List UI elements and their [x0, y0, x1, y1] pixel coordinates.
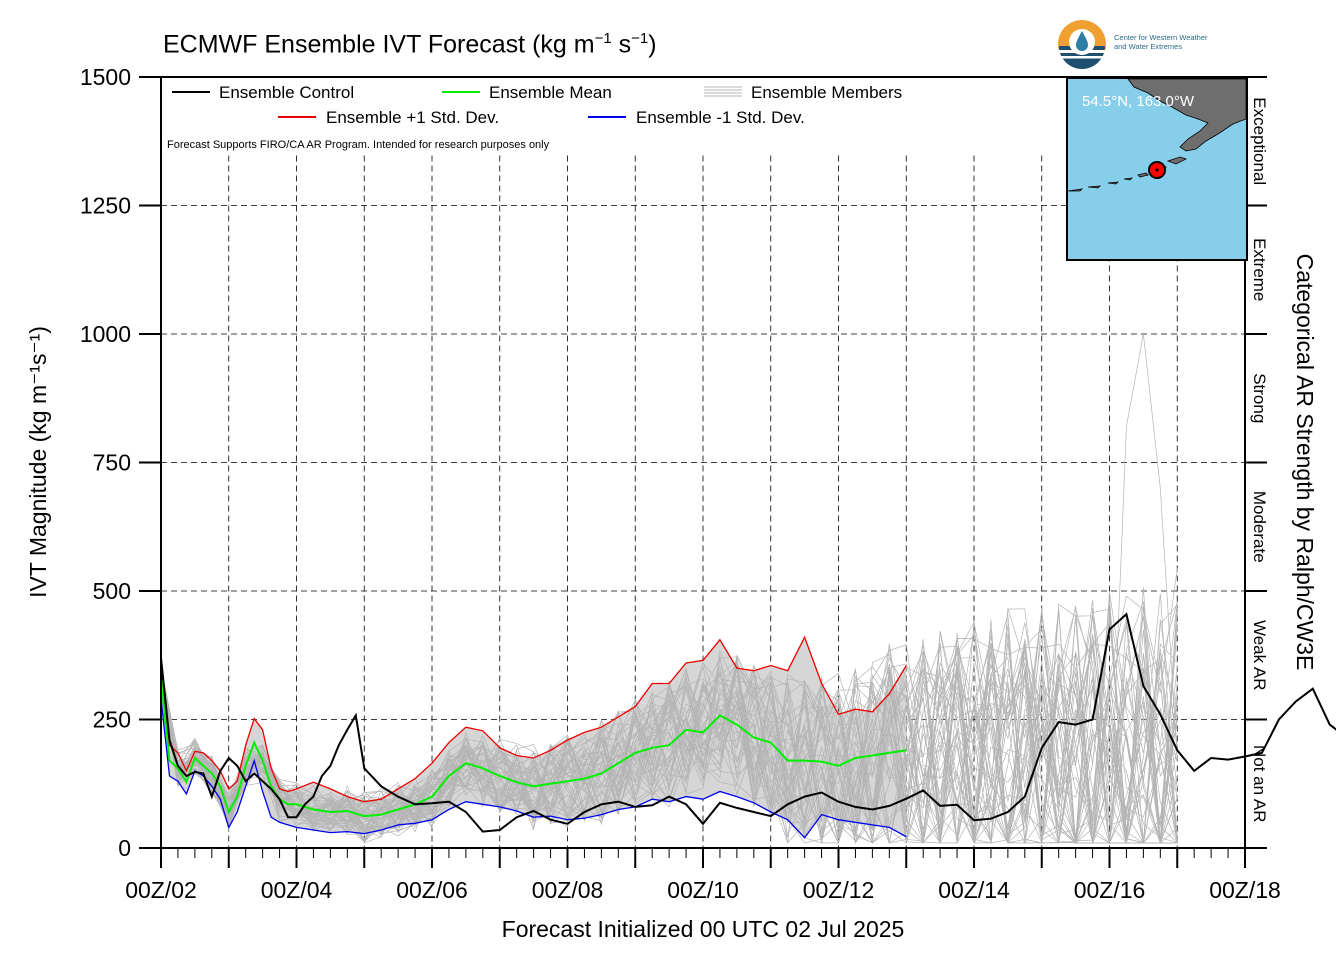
control-line	[160, 612, 1336, 833]
legend-mean-label: Ensemble Mean	[489, 83, 612, 102]
grid-lines	[161, 155, 1245, 848]
ensemble-member-line	[160, 601, 1178, 844]
series-lines	[160, 612, 1336, 839]
logo-text: Center for Western Weather and Water Extr…	[1114, 33, 1208, 51]
plus-std-line	[160, 635, 907, 803]
ar-category-label: Weak AR	[1250, 620, 1269, 691]
y-tick-label: 0	[118, 835, 131, 861]
y-axis-label: IVT Magnitude (kg m⁻¹s⁻¹)	[25, 326, 51, 598]
x-tick-label: 00Z/18	[1209, 877, 1281, 903]
ensemble-member-line	[160, 607, 1178, 844]
y-tick-label: 250	[93, 707, 131, 733]
ensemble-member-line	[160, 622, 1178, 844]
y-tick-label: 750	[93, 450, 131, 476]
x-tick-label: 00Z/12	[803, 877, 875, 903]
x-tick-label: 00Z/16	[1074, 877, 1146, 903]
inset-coordinates: 54.5°N, 163.0°W	[1082, 93, 1195, 110]
ensemble-member-line	[160, 596, 1178, 845]
legend-minus-std-label: Ensemble -1 Std. Dev.	[636, 108, 805, 127]
ensemble-member-line	[160, 603, 1178, 844]
right-axis-label: Categorical AR Strength by Ralph/CW3E	[1292, 254, 1318, 671]
x-tick-label: 00Z/14	[938, 877, 1010, 903]
x-tick-label: 00Z/02	[125, 877, 197, 903]
ensemble-member-line	[160, 616, 1178, 844]
ensemble-member-line	[160, 601, 1178, 845]
legend-note: Forecast Supports FIRO/CA AR Program. In…	[167, 139, 550, 151]
location-inset-map: 54.5°N, 163.0°W	[1066, 77, 1248, 261]
y-tick-label: 1000	[80, 321, 131, 347]
peninsula-islands	[1068, 156, 1188, 192]
y-tick-label: 1250	[80, 193, 131, 219]
y-tick-label: 1500	[80, 64, 131, 90]
water-drop-icon	[1058, 20, 1106, 69]
y-tick-label: 500	[93, 578, 131, 604]
x-tick-label: 00Z/04	[261, 877, 333, 903]
ensemble-member-line	[160, 619, 1178, 844]
std-dev-spread	[161, 637, 907, 838]
std-dev-fill	[161, 637, 907, 838]
ensemble-member-line	[160, 617, 1178, 844]
legend-members-swatch	[704, 86, 742, 97]
alaska-map	[1068, 79, 1246, 192]
ar-category-label: Moderate	[1250, 491, 1269, 563]
legend-members-label: Ensemble Members	[751, 83, 902, 102]
ensemble-member-line	[160, 614, 1178, 844]
x-tick-label: 00Z/08	[532, 877, 604, 903]
ensemble-member-line	[160, 610, 1178, 844]
x-axis-label: Forecast Initialized 00 UTC 02 Jul 2025	[502, 916, 905, 942]
axes: 0 250 500 750 1000 1250 1500 Not an AR Weak AR Mo…	[80, 64, 1281, 903]
ensemble-member-line	[160, 629, 1178, 844]
ensemble-member-line	[160, 624, 1178, 844]
ensemble-member-line	[160, 602, 1178, 843]
x-tick-label: 00Z/06	[396, 877, 468, 903]
x-tick-label: 00Z/10	[667, 877, 739, 903]
ar-category-label: Exceptional	[1250, 97, 1269, 185]
ensemble-member-line	[160, 593, 1178, 845]
minus-std-line	[160, 698, 907, 839]
ensemble-member-line	[160, 649, 1178, 844]
ar-category-label: Strong	[1250, 373, 1269, 423]
chart-title: ECMWF Ensemble IVT Forecast (kg m−1 s−1)	[163, 30, 657, 59]
legend: Ensemble Control Ensemble Mean Ensemble …	[167, 83, 902, 151]
ar-category-label: Not an AR	[1250, 745, 1269, 823]
cw3e-logo: Center for Western Weather and Water Extr…	[1056, 18, 1246, 74]
ensemble-member-line	[160, 591, 1178, 843]
legend-control-label: Ensemble Control	[219, 83, 354, 102]
mean-line	[160, 678, 907, 818]
ensemble-member-line	[160, 642, 1178, 844]
ensemble-member-lines	[160, 333, 1178, 845]
ar-category-label: Extreme	[1250, 238, 1269, 301]
ensemble-member-line	[160, 600, 1178, 844]
legend-plus-std-label: Ensemble +1 Std. Dev.	[326, 108, 499, 127]
land-mass	[1127, 79, 1246, 152]
